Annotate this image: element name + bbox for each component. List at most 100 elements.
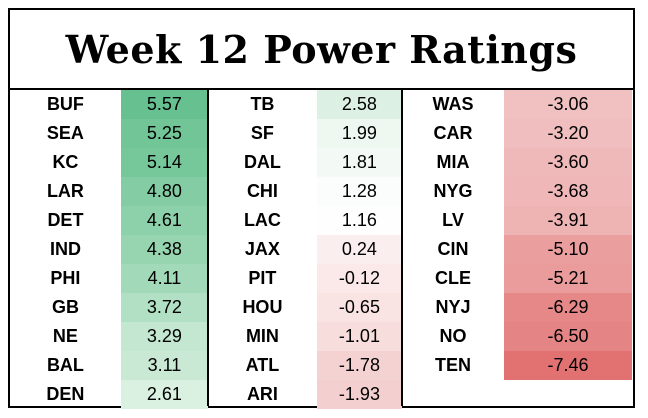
power-ratings-table: Week 12 Power Ratings BUF 5.57 SEA 5.25 KC 5.… bbox=[8, 8, 635, 409]
table-row: NYJ -6.29 bbox=[402, 293, 633, 322]
team-abbreviation: DAL bbox=[243, 152, 281, 172]
table-row: NO -6.50 bbox=[402, 322, 633, 351]
table-row: DAL 1.81 bbox=[208, 148, 402, 177]
ratings-column-1: BUF 5.57 SEA 5.25 KC 5.14 LAR 4.80 DET 4.61 IND 4.3… bbox=[10, 90, 208, 409]
team-abbreviation: DET bbox=[47, 210, 84, 230]
ratings-columns: BUF 5.57 SEA 5.25 KC 5.14 LAR 4.80 DET 4.61 IND 4.3… bbox=[10, 90, 633, 409]
rating-value: -6.50 bbox=[504, 322, 632, 351]
team-abbreviation: NE bbox=[52, 326, 78, 346]
table-row: SF 1.99 bbox=[208, 119, 402, 148]
rating-value: 4.11 bbox=[120, 264, 208, 293]
team-abbreviation: DEN bbox=[46, 384, 85, 404]
team-abbreviation: PIT bbox=[248, 268, 277, 288]
team-abbreviation: NO bbox=[439, 326, 467, 346]
table-row: LAR 4.80 bbox=[10, 177, 208, 206]
team-abbreviation: MIN bbox=[245, 326, 279, 346]
team-abbreviation: CHI bbox=[246, 181, 278, 201]
table-row: CIN -5.10 bbox=[402, 235, 633, 264]
rating-value: 3.72 bbox=[120, 293, 208, 322]
table-row: CAR -3.20 bbox=[402, 119, 633, 148]
team-abbreviation: PHI bbox=[50, 268, 81, 288]
team-abbreviation: BAL bbox=[46, 355, 84, 375]
rating-value: 2.61 bbox=[120, 380, 208, 409]
table-row: HOU -0.65 bbox=[208, 293, 402, 322]
team-abbreviation: WAS bbox=[432, 94, 474, 114]
rating-value: -0.12 bbox=[316, 264, 402, 293]
team-abbreviation: CIN bbox=[437, 239, 469, 259]
rating-value: 2.58 bbox=[316, 90, 402, 119]
team-abbreviation: TEN bbox=[435, 355, 471, 375]
table-row: TB 2.58 bbox=[208, 90, 402, 119]
team-abbreviation: CLE bbox=[435, 268, 471, 288]
table-row: BAL 3.11 bbox=[10, 351, 208, 380]
rating-value: -1.93 bbox=[316, 380, 402, 409]
team-abbreviation: LAC bbox=[243, 210, 281, 230]
team-abbreviation: ATL bbox=[245, 355, 280, 375]
table-row: DET 4.61 bbox=[10, 206, 208, 235]
team-abbreviation: SEA bbox=[46, 123, 84, 143]
table-row: GB 3.72 bbox=[10, 293, 208, 322]
rating-value: 1.28 bbox=[316, 177, 402, 206]
table-row: LAC 1.16 bbox=[208, 206, 402, 235]
table-row: PIT -0.12 bbox=[208, 264, 402, 293]
title-divider bbox=[10, 88, 633, 90]
rating-value: -3.60 bbox=[504, 148, 632, 177]
team-abbreviation: NYJ bbox=[435, 297, 471, 317]
column-divider bbox=[401, 90, 403, 406]
table-row: KC 5.14 bbox=[10, 148, 208, 177]
table-row: LV -3.91 bbox=[402, 206, 633, 235]
team-abbreviation: KC bbox=[52, 152, 79, 172]
team-abbreviation: GB bbox=[51, 297, 79, 317]
team-abbreviation: HOU bbox=[242, 297, 283, 317]
rating-value: 5.25 bbox=[120, 119, 208, 148]
table-row: IND 4.38 bbox=[10, 235, 208, 264]
team-abbreviation: LV bbox=[442, 210, 464, 230]
rating-value: -1.01 bbox=[316, 322, 402, 351]
rating-value: -1.78 bbox=[316, 351, 402, 380]
team-abbreviation: SF bbox=[250, 123, 274, 143]
ratings-column-2: TB 2.58 SF 1.99 DAL 1.81 CHI 1.28 LAC 1.16 JAX 0.24… bbox=[208, 90, 402, 409]
table-row: TEN -7.46 bbox=[402, 351, 633, 380]
rating-value: 4.61 bbox=[120, 206, 208, 235]
team-abbreviation: ARI bbox=[246, 384, 278, 404]
rating-value: -3.06 bbox=[504, 90, 632, 119]
table-row: PHI 4.11 bbox=[10, 264, 208, 293]
table-row: JAX 0.24 bbox=[208, 235, 402, 264]
rating-value: 0.24 bbox=[316, 235, 402, 264]
rating-value: 3.29 bbox=[120, 322, 208, 351]
rating-value: -5.21 bbox=[504, 264, 632, 293]
table-row: WAS -3.06 bbox=[402, 90, 633, 119]
table-row: BUF 5.57 bbox=[10, 90, 208, 119]
ratings-column-3: WAS -3.06 CAR -3.20 MIA -3.60 NYG -3.68 LV -3.91 C… bbox=[402, 90, 633, 406]
team-abbreviation: LAR bbox=[46, 181, 84, 201]
column-divider bbox=[207, 90, 209, 406]
team-abbreviation: CAR bbox=[433, 123, 473, 143]
rating-value: 1.16 bbox=[316, 206, 402, 235]
team-abbreviation: BUF bbox=[46, 94, 84, 114]
page-title: Week 12 Power Ratings bbox=[65, 26, 578, 72]
rating-value: 1.81 bbox=[316, 148, 402, 177]
table-row: CHI 1.28 bbox=[208, 177, 402, 206]
rating-value: -5.10 bbox=[504, 235, 632, 264]
team-abbreviation: NYG bbox=[433, 181, 473, 201]
table-row: CLE -5.21 bbox=[402, 264, 633, 293]
table-row: SEA 5.25 bbox=[10, 119, 208, 148]
team-abbreviation: TB bbox=[250, 94, 275, 114]
table-row: ARI -1.93 bbox=[208, 380, 402, 409]
rating-value: 5.14 bbox=[120, 148, 208, 177]
rating-value: -3.91 bbox=[504, 206, 632, 235]
table-row: MIN -1.01 bbox=[208, 322, 402, 351]
rating-value: 4.38 bbox=[120, 235, 208, 264]
team-abbreviation: MIA bbox=[436, 152, 470, 172]
table-row: NYG -3.68 bbox=[402, 177, 633, 206]
table-row: NE 3.29 bbox=[10, 322, 208, 351]
team-abbreviation: IND bbox=[49, 239, 81, 259]
rating-value: -6.29 bbox=[504, 293, 632, 322]
rating-value: 3.11 bbox=[120, 351, 208, 380]
rating-value: 4.80 bbox=[120, 177, 208, 206]
rating-value: -0.65 bbox=[316, 293, 402, 322]
rating-value: 5.57 bbox=[120, 90, 208, 119]
rating-value: 1.99 bbox=[316, 119, 402, 148]
table-row: MIA -3.60 bbox=[402, 148, 633, 177]
rating-value: -3.68 bbox=[504, 177, 632, 206]
